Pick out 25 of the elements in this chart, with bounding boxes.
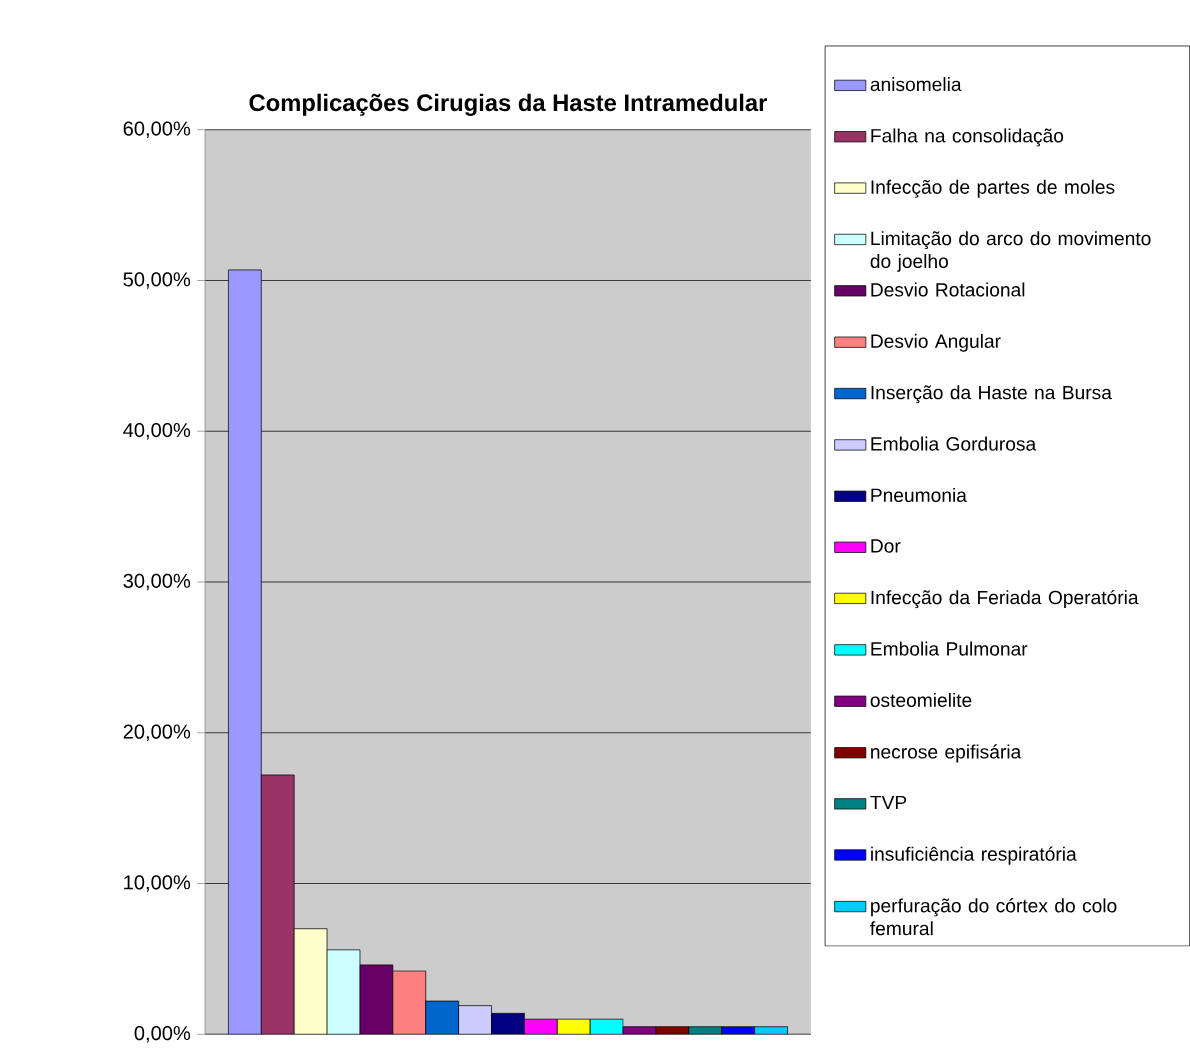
y-tick-label: 0,00% — [134, 1025, 191, 1043]
chart-title: Complicações Cirugias da Haste Intramedular — [249, 93, 767, 116]
legend-label: Infecção da Feriada Operatória — [871, 589, 1139, 609]
legend-label: Desvio Rotacional — [871, 282, 1025, 297]
y-tick-label: 20,00% — [123, 724, 191, 742]
legend-label: necrose epifisária — [871, 744, 1022, 763]
y-tick-label: 10,00% — [124, 875, 191, 892]
y-tick-label: 40,00% — [123, 422, 191, 440]
y-tick-label: 60,00% — [123, 121, 191, 139]
legend-label: insuficiência respiratória — [871, 846, 1077, 865]
legend-label: perfuração do córtex do colo femural — [870, 898, 1117, 936]
y-tick-label: 50,00% — [123, 272, 191, 289]
y-tick-label: 30,00% — [123, 573, 191, 591]
legend-label: Dor — [871, 539, 901, 553]
legend-label: Embolia Pulmonar — [871, 641, 1028, 656]
legend-label: Pneumonia — [871, 487, 967, 503]
legend-label: Embolia Gordurosa — [871, 436, 1037, 451]
legend-label: anisomelia — [870, 77, 962, 92]
legend-label: TVP — [870, 795, 907, 810]
legend-label: Inserção da Haste na Bursa — [871, 385, 1112, 404]
legend-label: Limitação do arco do movimento do joelho — [870, 231, 1151, 272]
legend-label: Infecção de partes de moles — [871, 179, 1115, 198]
legend-label: Desvio Angular — [871, 333, 1001, 352]
legend-label: Falha na consolidação — [871, 128, 1064, 147]
legend-label: osteomielite — [870, 692, 972, 708]
